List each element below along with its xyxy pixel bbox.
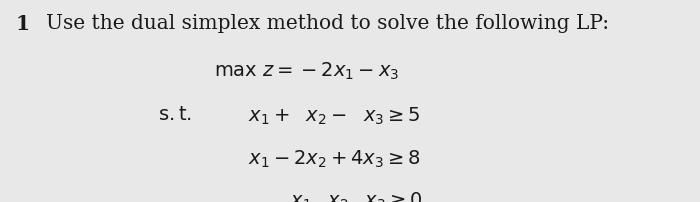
Text: Use the dual simplex method to solve the following LP:: Use the dual simplex method to solve the… — [46, 14, 608, 33]
Text: $x_1 +\ \ x_2 -\ \ x_3 \geq 5$: $x_1 +\ \ x_2 -\ \ x_3 \geq 5$ — [248, 106, 421, 127]
Text: 1: 1 — [15, 14, 29, 34]
Text: $\mathrm{s.t.}$: $\mathrm{s.t.}$ — [158, 106, 191, 124]
Text: $\mathrm{max}\ z = -2x_1 - x_3$: $\mathrm{max}\ z = -2x_1 - x_3$ — [214, 61, 398, 82]
Text: $x_1,\ x_2,\ x_3 \geq 0$: $x_1,\ x_2,\ x_3 \geq 0$ — [290, 191, 423, 202]
Text: $x_1 - 2x_2 + 4x_3 \geq 8$: $x_1 - 2x_2 + 4x_3 \geq 8$ — [248, 148, 421, 170]
